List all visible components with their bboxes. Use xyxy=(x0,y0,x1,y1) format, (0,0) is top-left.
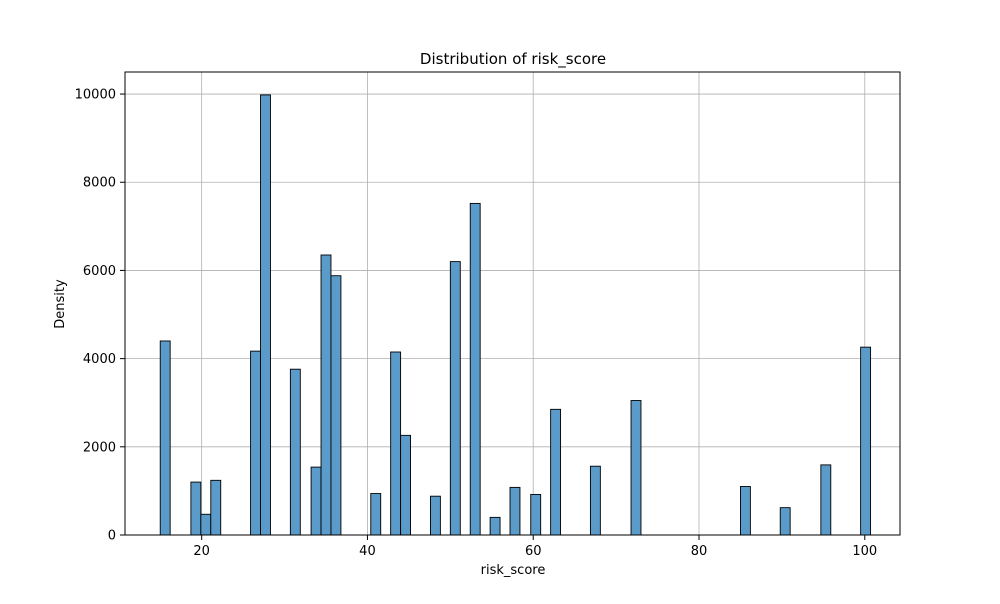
x-tick-label: 80 xyxy=(691,544,708,559)
bars xyxy=(159,94,872,536)
x-tick-label: 40 xyxy=(359,544,376,559)
histogram-bar xyxy=(250,350,261,536)
y-tick-label: 6000 xyxy=(83,264,116,279)
plot-area-frame xyxy=(124,71,901,536)
y-axis-ticks: 0 2000 4000 6000 8000 10000 xyxy=(75,88,125,544)
x-axis-label: risk_score xyxy=(481,563,546,578)
histogram-bar xyxy=(550,408,562,536)
histogram-bar xyxy=(469,202,481,536)
histogram-bar xyxy=(449,261,461,536)
histogram-bar xyxy=(210,479,222,536)
x-tick-label: 100 xyxy=(852,544,877,559)
histogram-bar xyxy=(390,351,402,536)
histogram-bar xyxy=(779,507,791,536)
histogram-bar xyxy=(820,464,832,536)
histogram-bar xyxy=(320,254,332,536)
x-tick-label: 20 xyxy=(193,544,210,559)
y-tick-label: 0 xyxy=(108,529,116,544)
x-axis-ticks: 20 40 60 80 100 xyxy=(193,535,877,559)
histogram-bar xyxy=(589,465,601,536)
y-tick-label: 10000 xyxy=(75,88,116,103)
histogram-bar xyxy=(530,493,542,536)
histogram-bar xyxy=(310,466,322,536)
gridlines xyxy=(125,72,900,536)
histogram-bar xyxy=(400,434,411,536)
chart-title: Distribution of risk_score xyxy=(420,50,606,69)
y-axis-label: Density xyxy=(53,279,68,329)
histogram-bar xyxy=(860,346,872,536)
histogram-bar xyxy=(489,516,501,536)
histogram-bar xyxy=(429,495,441,536)
histogram-bar xyxy=(190,481,202,536)
histogram-bar xyxy=(630,400,642,536)
y-tick-label: 2000 xyxy=(83,440,116,455)
histogram-bar xyxy=(739,486,751,536)
y-tick-label: 4000 xyxy=(83,352,116,367)
histogram-bar xyxy=(330,275,342,536)
histogram-bar xyxy=(289,368,301,536)
histogram-bar xyxy=(200,513,212,536)
x-tick-label: 60 xyxy=(525,544,542,559)
histogram-bar xyxy=(370,493,382,536)
histogram-bar xyxy=(159,340,171,536)
y-tick-label: 8000 xyxy=(83,176,116,191)
histogram-bar xyxy=(260,94,271,536)
histogram-bar xyxy=(509,486,521,536)
